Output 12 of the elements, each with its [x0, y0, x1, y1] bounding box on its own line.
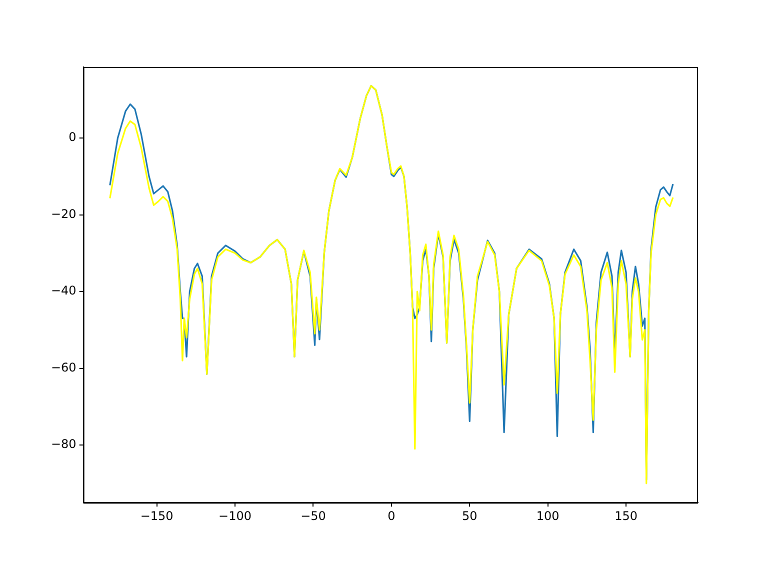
- y-tick-label: −80: [50, 437, 76, 452]
- x-tick-label: −50: [300, 508, 326, 523]
- x-tick-label: 150: [614, 508, 638, 523]
- y-tick-label: 0: [68, 130, 76, 144]
- x-tick-label: 50: [462, 508, 478, 523]
- x-tick-label: −100: [218, 508, 252, 523]
- x-tick-label: 100: [536, 508, 560, 523]
- x-tick-label: −150: [140, 508, 174, 523]
- y-tick-label: −40: [50, 284, 76, 298]
- y-tick-label: −20: [50, 206, 76, 221]
- x-tick-label: 0: [388, 508, 396, 523]
- y-tick-label: −60: [50, 360, 76, 374]
